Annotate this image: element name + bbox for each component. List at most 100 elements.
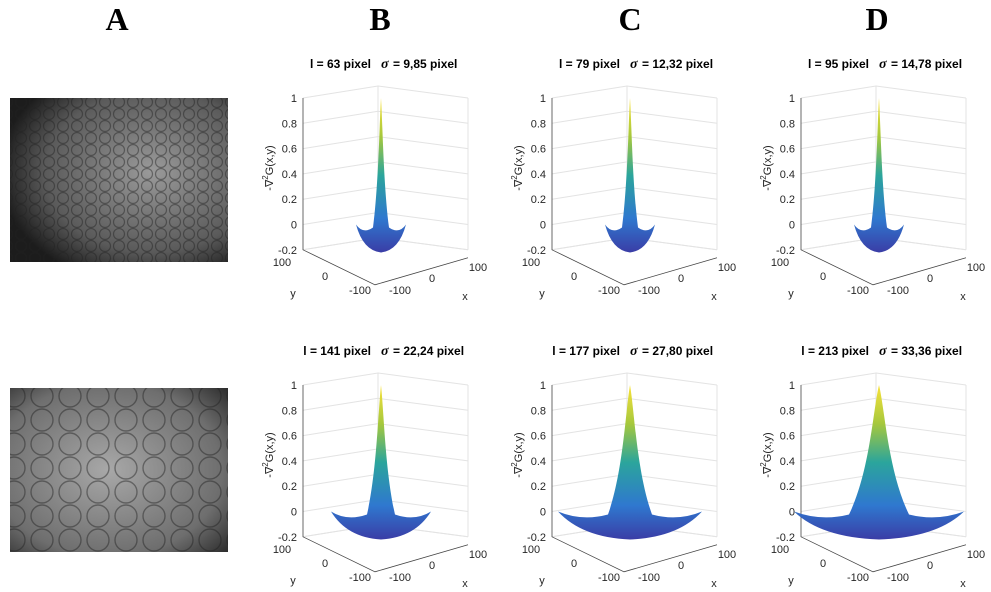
z-tick-label: 0.8 — [531, 405, 546, 417]
grid-line — [800, 161, 967, 175]
z-tick-label: 1 — [540, 380, 546, 392]
x-tick-label: 100 — [469, 262, 487, 274]
z-tick-label: 0.6 — [282, 431, 297, 443]
z-label-suffix: G(x,y) — [762, 432, 774, 462]
y-tick-label: 100 — [771, 257, 789, 269]
z-label-sup: 2 — [510, 175, 519, 180]
sigma-symbol: σ — [381, 57, 389, 72]
z-tick-label: 0.4 — [282, 456, 297, 468]
x-tick-label: 0 — [678, 273, 684, 285]
z-tick-label: 0.2 — [780, 481, 795, 493]
x-tick-label: -100 — [887, 285, 909, 297]
z-tick-label: 0 — [540, 220, 546, 232]
x-tick-label: -100 — [638, 572, 660, 584]
z-tick-label: -0.2 — [776, 245, 795, 257]
x-tick-label: 100 — [967, 549, 985, 561]
plot-l-label: l = 63 pixel — [310, 57, 371, 71]
x-tick-label: -100 — [389, 285, 411, 297]
sigma-symbol: σ — [630, 344, 638, 359]
sigma-symbol: σ — [381, 344, 389, 359]
y-tick-label: -100 — [598, 572, 620, 584]
z-label-prefix: -∇ — [513, 466, 525, 478]
z-tick-label: 0.4 — [531, 456, 546, 468]
z-tick-label: 0.2 — [531, 194, 546, 206]
z-tick-label: 0 — [291, 507, 297, 519]
z-tick-label: 1 — [291, 380, 297, 392]
y-axis-label: y — [290, 288, 296, 300]
sigma-symbol: σ — [630, 57, 638, 72]
y-tick-label: 100 — [273, 257, 291, 269]
z-tick-label: 1 — [789, 93, 795, 105]
z-label-suffix: G(x,y) — [513, 432, 525, 462]
z-tick-label: 1 — [291, 93, 297, 105]
z-tick-label: 0.6 — [282, 144, 297, 156]
axis-line — [551, 385, 718, 573]
z-tick-label: 0.4 — [780, 169, 795, 181]
grid-line — [551, 136, 718, 150]
x-axis-label: x — [711, 578, 717, 590]
z-axis-label: -∇2G(x,y) — [759, 145, 774, 190]
x-tick-label: 0 — [927, 560, 933, 572]
y-tick-label: 0 — [820, 271, 826, 283]
z-tick-label: 0.8 — [282, 405, 297, 417]
plot-sigma-label: = 22,24 pixel — [393, 344, 464, 358]
x-tick-label: 100 — [967, 262, 985, 274]
z-label-suffix: G(x,y) — [762, 145, 774, 175]
z-tick-label: 0.6 — [780, 144, 795, 156]
z-tick-label: 0.2 — [282, 481, 297, 493]
grid-line — [800, 136, 967, 150]
panel-letter: A — [105, 1, 128, 37]
x-axis-label: x — [462, 291, 468, 303]
z-label-sup: 2 — [510, 462, 519, 467]
z-tick-label: 0 — [789, 507, 795, 519]
surface — [331, 385, 431, 540]
grid-line — [551, 397, 718, 411]
z-axis-label: -∇2G(x,y) — [759, 432, 774, 477]
z-tick-label: 0.2 — [531, 481, 546, 493]
grid-line — [800, 397, 967, 411]
axis-line — [302, 385, 469, 573]
y-axis-label: y — [539, 288, 545, 300]
z-label-prefix: -∇ — [513, 179, 525, 191]
surface-plot: l = 95 pixel σ = 14,78 pixel 1 0.8 0.6 0.4 0.2 0… — [759, 57, 985, 303]
x-tick-label: -100 — [389, 572, 411, 584]
panel-letter: B — [369, 1, 390, 37]
z-axis-label: -∇2G(x,y) — [510, 432, 525, 477]
plot-l-label: l = 177 pixel — [552, 344, 620, 358]
z-label-prefix: -∇ — [264, 179, 276, 191]
surface-plot: l = 141 pixel σ = 22,24 pixel 1 0.8 0.6 0.4 0.2… — [261, 344, 487, 590]
z-tick-label: -0.2 — [527, 245, 546, 257]
z-axis-label: -∇2G(x,y) — [261, 145, 276, 190]
plot-sigma-label: = 33,36 pixel — [891, 344, 962, 358]
surface-plot: l = 213 pixel σ = 33,36 pixel 1 0.8 0.6 0.4 0.2… — [759, 344, 985, 590]
plot-l-label: l = 79 pixel — [559, 57, 620, 71]
grid-line — [800, 372, 967, 386]
x-axis-label: x — [960, 291, 966, 303]
grid-line — [302, 397, 469, 411]
x-tick-label: -100 — [638, 285, 660, 297]
z-tick-label: 0.6 — [531, 431, 546, 443]
z-tick-label: 0 — [291, 220, 297, 232]
y-tick-label: 100 — [771, 544, 789, 556]
surface — [794, 385, 964, 540]
z-label-prefix: -∇ — [762, 466, 774, 478]
x-tick-label: 0 — [678, 560, 684, 572]
plot-sigma-label: = 9,85 pixel — [393, 57, 457, 71]
y-axis-label: y — [290, 575, 296, 587]
z-tick-label: 0.8 — [531, 118, 546, 130]
z-tick-label: 1 — [540, 93, 546, 105]
panel-letter: C — [618, 1, 641, 37]
y-tick-label: 0 — [322, 271, 328, 283]
z-axis-label: -∇2G(x,y) — [261, 432, 276, 477]
sigma-symbol: σ — [879, 57, 887, 72]
grid-line — [551, 85, 718, 99]
surface — [854, 98, 904, 253]
surface-plot: l = 177 pixel σ = 27,80 pixel 1 0.8 0.6 0.4 0.2… — [510, 344, 736, 590]
surface — [605, 98, 655, 253]
z-tick-label: 0.4 — [531, 169, 546, 181]
surface-plot: l = 63 pixel σ = 9,85 pixel 1 0.8 0.6 0.4 0.2 0 -… — [261, 57, 487, 303]
y-axis-label: y — [788, 288, 794, 300]
plot-sigma-label: = 27,80 pixel — [642, 344, 713, 358]
plot-sigma-label: = 12,32 pixel — [642, 57, 713, 71]
